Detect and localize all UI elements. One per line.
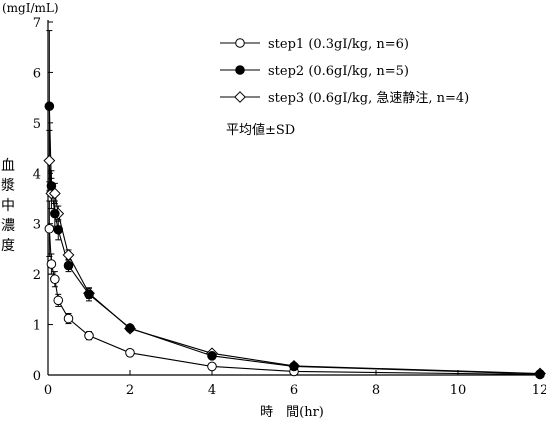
data-point-series-2 bbox=[289, 361, 299, 372]
series-line-1 bbox=[48, 228, 541, 376]
data-point-series-1 bbox=[46, 259, 57, 269]
data-point-series-2 bbox=[207, 351, 217, 361]
x-tick-label: 12 bbox=[532, 383, 546, 398]
y-unit-label: (mgI/mL) bbox=[2, 1, 59, 15]
data-point-series-1 bbox=[50, 274, 60, 284]
y-axis-label-char: 中 bbox=[1, 198, 15, 214]
legend-marker bbox=[235, 38, 245, 48]
y-axis-label-char: 血 bbox=[1, 158, 15, 174]
legend-label: step3 (0.6gI/kg, 急速静注, n=4) bbox=[268, 91, 469, 106]
y-tick-label: 3 bbox=[33, 218, 41, 233]
y-axis-label-char: 濃 bbox=[1, 218, 15, 234]
data-point-series-1 bbox=[84, 330, 94, 341]
data-point-series-2 bbox=[53, 224, 64, 235]
x-tick-label: 8 bbox=[372, 383, 380, 398]
legend-label: step2 (0.6gI/kg, n=5) bbox=[268, 64, 409, 79]
legend-label: step1 (0.3gI/kg, n=6) bbox=[268, 37, 409, 52]
x-axis-label: 時 間(hr) bbox=[260, 405, 324, 420]
y-tick-label: 4 bbox=[33, 167, 41, 182]
data-point-series-2 bbox=[125, 323, 135, 333]
x-tick-label: 6 bbox=[290, 383, 298, 398]
legend-marker bbox=[235, 65, 245, 75]
data-point-series-2 bbox=[44, 101, 55, 112]
data-point-series-2 bbox=[46, 181, 57, 191]
y-tick-label: 5 bbox=[33, 117, 41, 132]
x-tick-label: 0 bbox=[44, 383, 52, 398]
y-tick-label: 1 bbox=[33, 319, 41, 334]
x-tick-label: 2 bbox=[126, 383, 134, 398]
data-point-series-1 bbox=[44, 223, 55, 234]
data-point-series-2 bbox=[84, 289, 94, 300]
series-markers bbox=[43, 101, 546, 380]
data-point-series-2 bbox=[535, 369, 545, 379]
y-tick-label: 6 bbox=[33, 66, 41, 81]
x-tick-label: 4 bbox=[208, 383, 216, 398]
y-tick-label: 2 bbox=[33, 268, 41, 283]
y-axis-label-char: 漿 bbox=[1, 178, 15, 194]
series-line-3 bbox=[48, 160, 541, 375]
data-point-series-2 bbox=[50, 208, 60, 219]
y-tick-label: 7 bbox=[33, 16, 41, 31]
series-layer bbox=[43, 30, 546, 380]
legend: step1 (0.3gI/kg, n=6) step2 (0.6gI/kg, n=… bbox=[220, 37, 469, 106]
statistic-note: 平均値±SD bbox=[226, 122, 295, 138]
y-ticks: 0 1 2 3 4 5 6 7 bbox=[33, 16, 53, 384]
y-axis-label-char: 度 bbox=[1, 238, 15, 254]
data-point-series-3 bbox=[43, 154, 56, 167]
data-point-series-1 bbox=[207, 361, 217, 372]
error-bars bbox=[46, 30, 543, 376]
data-point-series-2 bbox=[63, 260, 74, 271]
data-point-series-1 bbox=[125, 348, 135, 358]
series-line-2 bbox=[48, 106, 541, 375]
series-lines bbox=[48, 106, 541, 376]
x-tick-label: 10 bbox=[450, 383, 467, 398]
data-point-series-1 bbox=[63, 313, 74, 324]
legend-marker bbox=[234, 91, 246, 103]
data-point-series-1 bbox=[53, 295, 64, 306]
y-tick-label: 0 bbox=[33, 369, 41, 384]
x-ticks: 0 2 4 6 8 10 12 bbox=[44, 370, 546, 398]
data-point-series-3 bbox=[48, 187, 61, 200]
data-point-series-3 bbox=[62, 249, 75, 261]
